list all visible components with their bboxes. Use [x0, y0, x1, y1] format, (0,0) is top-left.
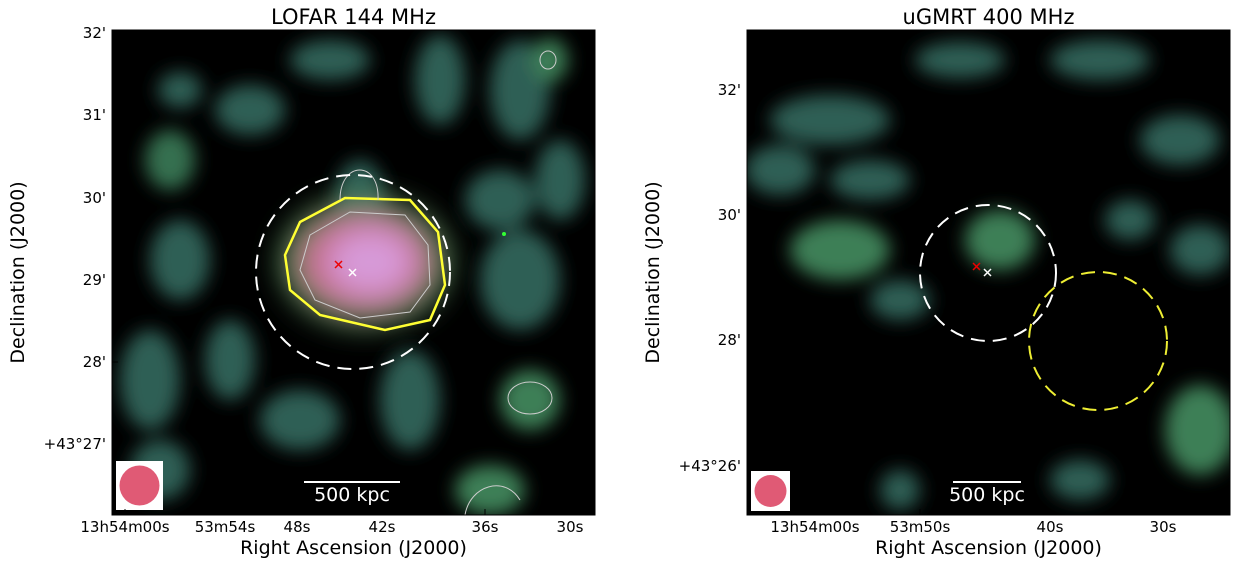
- y-tick-label: 32': [718, 81, 741, 99]
- y-axis-label: Declination (J2000): [7, 181, 29, 363]
- x-tick-label: 13h54m00s: [80, 518, 169, 536]
- scalebar-label: 500 kpc: [949, 484, 1025, 506]
- y-axis-label: Declination (J2000): [642, 181, 664, 363]
- y-tick-label: 32': [83, 24, 106, 42]
- radio-image: [112, 30, 595, 515]
- x-tick-label: 48s: [284, 518, 311, 536]
- x-tick-label: 42s: [369, 518, 396, 536]
- x-tick-label: 53m50s: [890, 518, 951, 536]
- y-tick-label: 31': [83, 106, 106, 124]
- y-tick-label: +43°27': [44, 435, 106, 453]
- x-tick-label: 13h54m00s: [770, 518, 859, 536]
- panel-title: LOFAR 144 MHz: [271, 5, 436, 29]
- panel-title: uGMRT 400 MHz: [903, 5, 1075, 29]
- y-tick-label: 28': [718, 331, 741, 349]
- x-tick-label: 36s: [472, 518, 499, 536]
- x-axis-label: Right Ascension (J2000): [875, 537, 1102, 559]
- scalebar-label: 500 kpc: [314, 484, 390, 506]
- y-tick-label: 29': [83, 271, 106, 289]
- x-tick-label: 30s: [557, 518, 584, 536]
- y-tick-label: 30': [83, 189, 106, 207]
- y-tick-label: 30': [718, 206, 741, 224]
- x-tick-label: 40s: [1037, 518, 1064, 536]
- x-tick-label: 53m54s: [195, 518, 256, 536]
- x-tick-label: 30s: [1150, 518, 1177, 536]
- radio-image: [747, 30, 1230, 515]
- y-tick-label: +43°26': [679, 457, 741, 475]
- x-axis-label: Right Ascension (J2000): [240, 537, 467, 559]
- y-tick-label: 28': [83, 353, 106, 371]
